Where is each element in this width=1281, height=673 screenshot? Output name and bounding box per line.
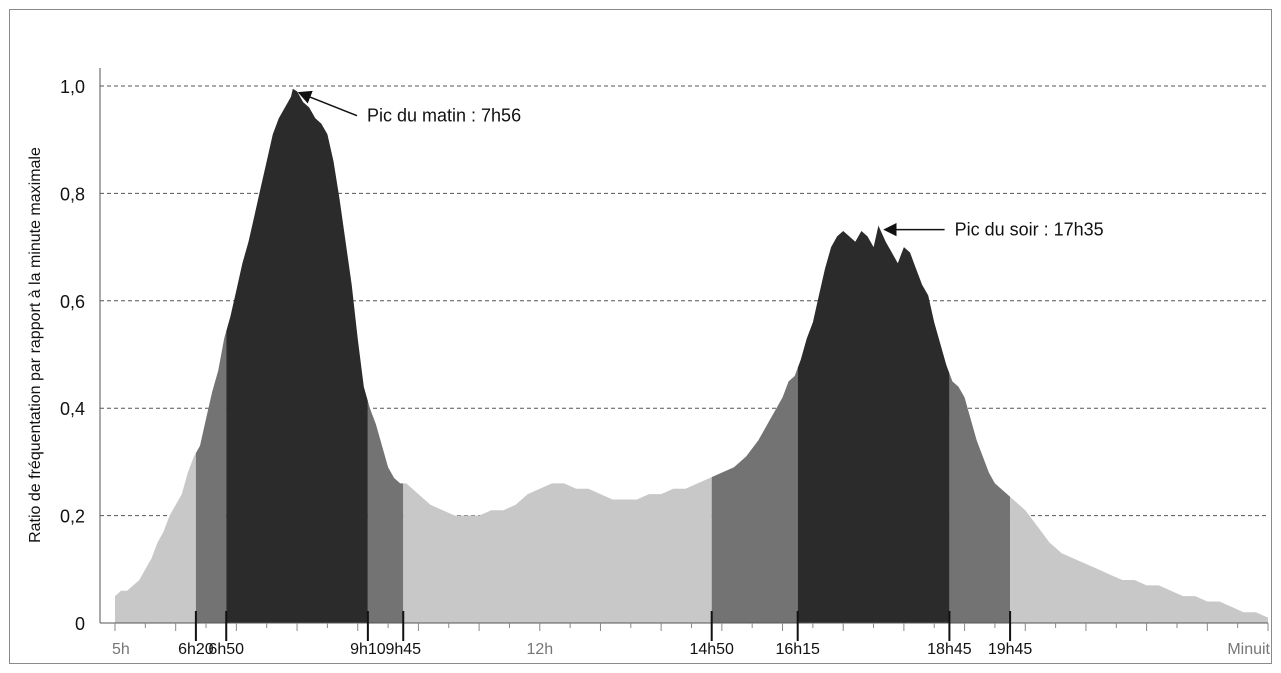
- y-tick-labels: 0 0,2 0,4 0,6 0,8 1,0: [60, 77, 85, 634]
- band-dark: [226, 88, 368, 623]
- band-light: [403, 88, 712, 623]
- x-tick-label: 5h: [112, 641, 130, 658]
- y-tick-label: 0,2: [60, 507, 85, 527]
- x-tick-label: 18h45: [927, 641, 972, 658]
- annotation-arrow: [297, 90, 358, 117]
- x-tick-label: 16h15: [775, 641, 820, 658]
- x-tick-label: 19h45: [988, 641, 1033, 658]
- axes: [99, 68, 1269, 631]
- y-tick-label: 1,0: [60, 77, 85, 97]
- x-tick-label: Minuit: [1227, 641, 1270, 658]
- band-light: [115, 88, 196, 623]
- band-medium: [711, 88, 798, 623]
- y-tick-label: 0,8: [60, 184, 85, 204]
- y-tick-label: 0,6: [60, 292, 85, 312]
- band-dark: [797, 88, 950, 623]
- x-tick-label: 6h20: [178, 641, 214, 658]
- x-tick-label: 14h50: [689, 641, 734, 658]
- shaded-bands: [115, 88, 1268, 623]
- annotation-label: Pic du soir : 17h35: [955, 220, 1104, 240]
- band-medium: [949, 88, 1011, 623]
- x-tick-label: 12h: [526, 641, 553, 658]
- annotations: Pic du matin : 7h56 Pic du soir : 17h35: [297, 90, 1104, 240]
- x-tick-label: 6h50: [208, 641, 244, 658]
- y-tick-label: 0,4: [60, 399, 85, 419]
- band-medium: [367, 88, 404, 623]
- band-medium: [195, 88, 227, 623]
- x-tick-label: 9h10: [350, 641, 386, 658]
- annotation-label: Pic du matin : 7h56: [367, 106, 521, 126]
- x-tick-label: 9h45: [385, 641, 421, 658]
- y-axis-label: Ratio de fréquentation par rapport à la …: [27, 147, 44, 543]
- band-light: [1010, 88, 1268, 623]
- y-tick-label: 0: [75, 614, 85, 634]
